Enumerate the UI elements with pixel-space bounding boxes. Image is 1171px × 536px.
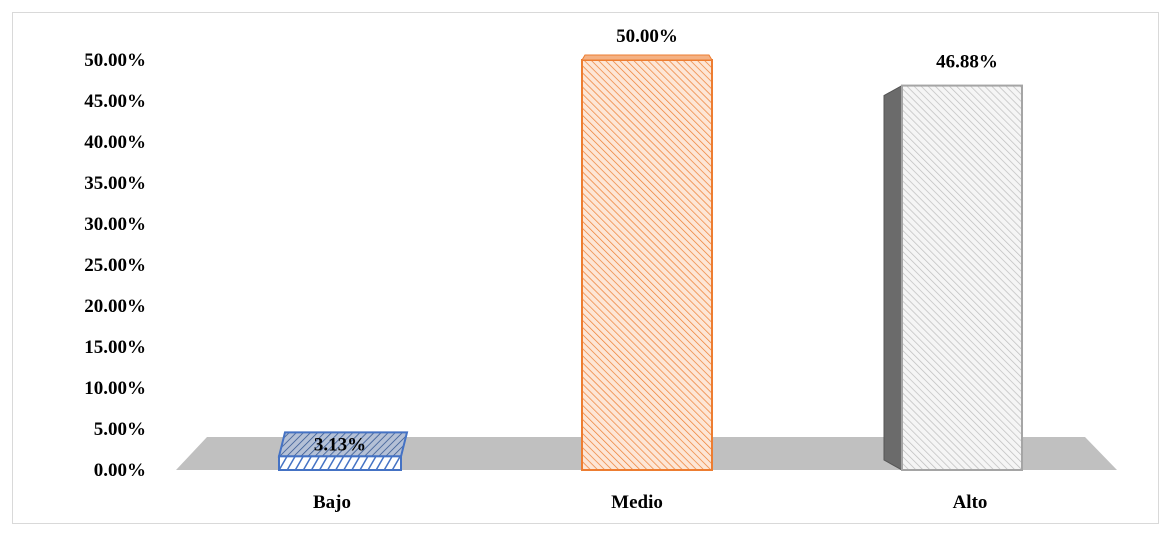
- bar-top-face: [581, 54, 713, 61]
- bar-alto: [883, 84, 1023, 471]
- x-tick-label-bajo: Bajo: [313, 492, 351, 513]
- y-tick-label: 45.00%: [84, 91, 146, 112]
- y-tick-label: 40.00%: [84, 132, 146, 153]
- bar-front-face: [581, 59, 713, 471]
- y-axis: 0.00% 5.00% 10.00% 15.00% 20.00% 25.00% 30.00%…: [84, 50, 146, 481]
- data-label-bajo: 3.13%: [314, 434, 366, 455]
- bar-front-face: [901, 84, 1023, 471]
- bar-side-face: [883, 84, 903, 471]
- y-tick-label: 35.00%: [84, 173, 146, 194]
- bar-medio: [581, 54, 713, 471]
- y-tick-label: 5.00%: [94, 419, 146, 440]
- data-label-alto: 46.88%: [936, 52, 998, 73]
- data-label-medio: 50.00%: [616, 26, 678, 47]
- bar-bajo: [277, 431, 409, 472]
- y-tick-label: 20.00%: [84, 296, 146, 317]
- x-tick-label-alto: Alto: [953, 492, 988, 513]
- x-axis: Bajo Medio Alto: [313, 492, 987, 513]
- bar-front-face: [278, 455, 402, 472]
- data-labels: 3.13% 50.00% 46.88%: [314, 26, 998, 455]
- y-tick-label: 25.00%: [84, 255, 146, 276]
- y-tick-label: 15.00%: [84, 337, 146, 358]
- y-tick-label: 50.00%: [84, 50, 146, 71]
- y-tick-label: 30.00%: [84, 214, 146, 235]
- y-tick-label: 0.00%: [94, 460, 146, 481]
- bars: [277, 54, 1023, 472]
- y-tick-label: 10.00%: [84, 378, 146, 399]
- x-tick-label-medio: Medio: [611, 492, 663, 513]
